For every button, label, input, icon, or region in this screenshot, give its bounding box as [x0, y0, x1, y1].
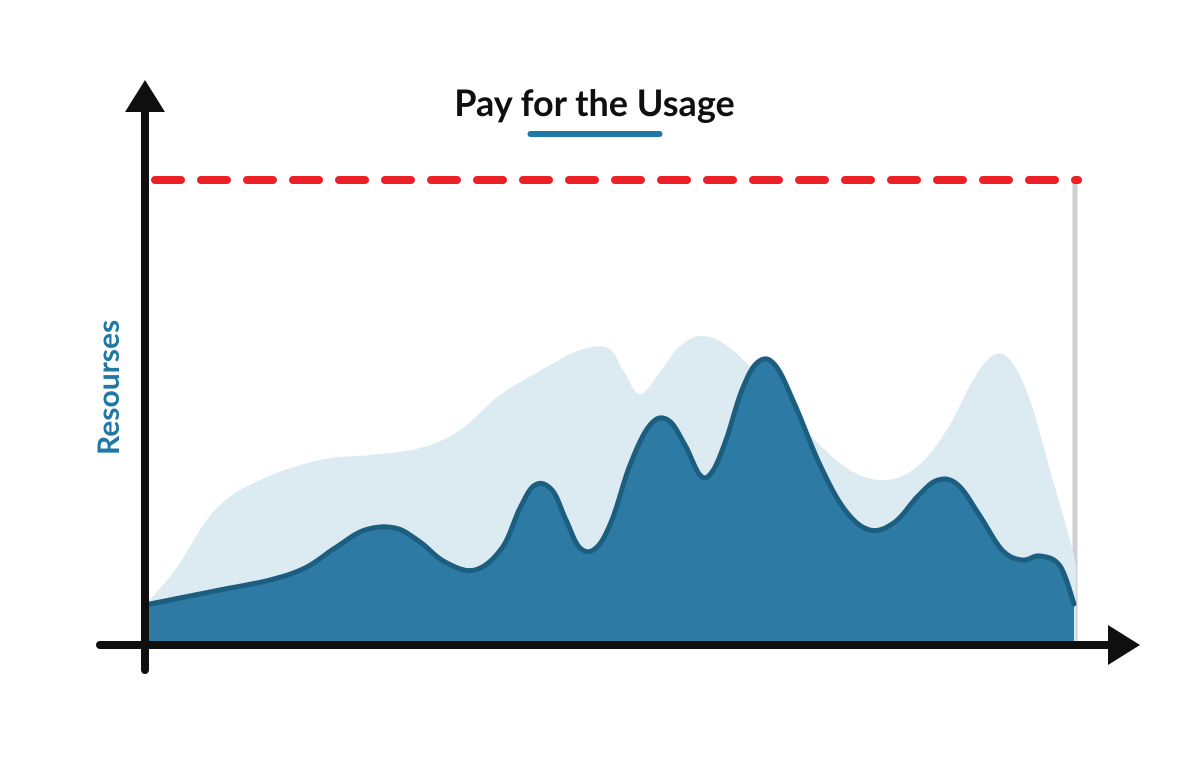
x-axis-arrowhead: [1108, 625, 1140, 665]
y-axis-label: Resourses: [90, 320, 126, 455]
y-axis-arrowhead: [125, 80, 165, 112]
title-underline: [527, 131, 662, 137]
chart-stage: Pay for the Usage Resourses: [0, 0, 1189, 768]
chart-title: Pay for the Usage: [454, 80, 734, 124]
